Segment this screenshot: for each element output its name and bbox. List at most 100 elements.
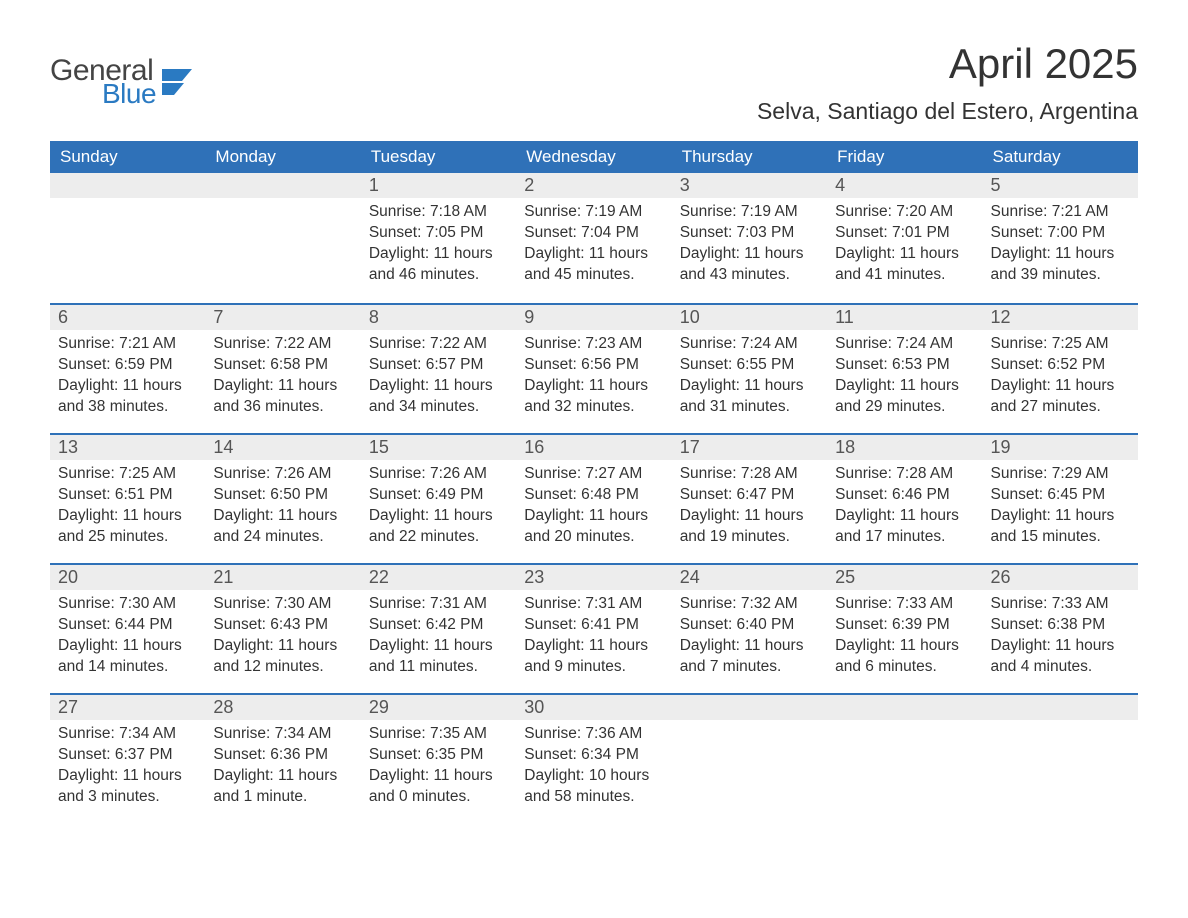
- calendar-cell: 24Sunrise: 7:32 AMSunset: 6:40 PMDayligh…: [672, 563, 827, 693]
- day-number: 25: [827, 563, 982, 590]
- calendar-cell: 10 Sunrise: 7:24 AMSunset: 6:55 PMDayligh…: [672, 303, 827, 433]
- calendar-cell: 21Sunrise: 7:30 AMSunset: 6:43 PMDayligh…: [205, 563, 360, 693]
- daylight-line-1: Daylight: 11 hours: [369, 506, 508, 527]
- sunrise-line: Sunrise: 7:32 AM: [680, 594, 819, 615]
- sunset-line: Sunset: 6:37 PM: [58, 745, 197, 766]
- sunrise-line: Sunrise: 7:31 AM: [369, 594, 508, 615]
- calendar-cell: 13Sunrise: 7:25 AMSunset: 6:51 PMDayligh…: [50, 433, 205, 563]
- page-header: General Blue April 2025 Selva, Santiago …: [50, 40, 1138, 135]
- daylight-line-1: Daylight: 11 hours: [524, 244, 663, 265]
- sunset-line: Sunset: 6:47 PM: [680, 485, 819, 506]
- daylight-line-2: and 27 minutes.: [991, 397, 1130, 418]
- calendar-cell: [983, 693, 1138, 823]
- calendar-cell: 4Sunrise: 7:20 AMSunset: 7:01 PMDaylight…: [827, 173, 982, 303]
- daylight-line-1: Daylight: 11 hours: [835, 506, 974, 527]
- calendar-cell: 25Sunrise: 7:33 AMSunset: 6:39 PMDayligh…: [827, 563, 982, 693]
- daylight-line-1: Daylight: 11 hours: [524, 376, 663, 397]
- sunset-line: Sunset: 6:43 PM: [213, 615, 352, 636]
- calendar-cell: 28Sunrise: 7:34 AMSunset: 6:36 PMDayligh…: [205, 693, 360, 823]
- daylight-line-1: Daylight: 11 hours: [58, 636, 197, 657]
- sunset-line: Sunset: 6:36 PM: [213, 745, 352, 766]
- sunrise-line: Sunrise: 7:33 AM: [991, 594, 1130, 615]
- sunset-line: Sunset: 6:35 PM: [369, 745, 508, 766]
- daylight-line-1: Daylight: 11 hours: [369, 376, 508, 397]
- daylight-line-2: and 24 minutes.: [213, 527, 352, 548]
- day-number: 7: [205, 303, 360, 330]
- daylight-line-2: and 39 minutes.: [991, 265, 1130, 286]
- day-number: 15: [361, 433, 516, 460]
- sunset-line: Sunset: 6:48 PM: [524, 485, 663, 506]
- weekday-header-row: Sunday Monday Tuesday Wednesday Thursday…: [50, 141, 1138, 173]
- daylight-line-2: and 1 minute.: [213, 787, 352, 808]
- daylight-line-1: Daylight: 11 hours: [58, 506, 197, 527]
- daylight-line-2: and 25 minutes.: [58, 527, 197, 548]
- sunrise-line: Sunrise: 7:29 AM: [991, 464, 1130, 485]
- calendar-cell: 22Sunrise: 7:31 AMSunset: 6:42 PMDayligh…: [361, 563, 516, 693]
- day-details: Sunrise: 7:22 AMSunset: 6:58 PMDaylight:…: [205, 330, 360, 426]
- calendar-cell: 5Sunrise: 7:21 AMSunset: 7:00 PMDaylight…: [983, 173, 1138, 303]
- daylight-line-1: Daylight: 11 hours: [524, 506, 663, 527]
- sunrise-line: Sunrise: 7:21 AM: [58, 334, 197, 355]
- daylight-line-1: Daylight: 11 hours: [835, 376, 974, 397]
- day-details: [205, 198, 360, 210]
- sunrise-line: Sunrise: 7:30 AM: [58, 594, 197, 615]
- day-details: [827, 720, 982, 732]
- daylight-line-1: Daylight: 11 hours: [991, 636, 1130, 657]
- calendar-cell: 8Sunrise: 7:22 AMSunset: 6:57 PMDaylight…: [361, 303, 516, 433]
- day-details: Sunrise: 7:33 AMSunset: 6:39 PMDaylight:…: [827, 590, 982, 686]
- day-details: [672, 720, 827, 732]
- day-number: 10: [672, 303, 827, 330]
- daylight-line-2: and 34 minutes.: [369, 397, 508, 418]
- day-details: Sunrise: 7:25 AMSunset: 6:52 PMDaylight:…: [983, 330, 1138, 426]
- daylight-line-2: and 31 minutes.: [680, 397, 819, 418]
- day-details: Sunrise: 7:23 AMSunset: 6:56 PMDaylight:…: [516, 330, 671, 426]
- day-details: Sunrise: 7:24 AMSunset: 6:53 PMDaylight:…: [827, 330, 982, 426]
- sunset-line: Sunset: 6:55 PM: [680, 355, 819, 376]
- calendar-cell: [672, 693, 827, 823]
- daylight-line-1: Daylight: 10 hours: [524, 766, 663, 787]
- daylight-line-1: Daylight: 11 hours: [991, 244, 1130, 265]
- daylight-line-1: Daylight: 11 hours: [213, 766, 352, 787]
- daylight-line-2: and 4 minutes.: [991, 657, 1130, 678]
- daylight-line-2: and 15 minutes.: [991, 527, 1130, 548]
- daylight-line-1: Daylight: 11 hours: [369, 244, 508, 265]
- daylight-line-2: and 3 minutes.: [58, 787, 197, 808]
- daylight-line-2: and 36 minutes.: [213, 397, 352, 418]
- daylight-line-1: Daylight: 11 hours: [991, 376, 1130, 397]
- sunset-line: Sunset: 6:56 PM: [524, 355, 663, 376]
- sunset-line: Sunset: 6:57 PM: [369, 355, 508, 376]
- day-details: Sunrise: 7:36 AMSunset: 6:34 PMDaylight:…: [516, 720, 671, 816]
- day-number: 9: [516, 303, 671, 330]
- calendar-row: 13Sunrise: 7:25 AMSunset: 6:51 PMDayligh…: [50, 433, 1138, 563]
- day-number: 14: [205, 433, 360, 460]
- day-number: 19: [983, 433, 1138, 460]
- day-details: Sunrise: 7:28 AMSunset: 6:47 PMDaylight:…: [672, 460, 827, 556]
- sunrise-line: Sunrise: 7:28 AM: [680, 464, 819, 485]
- sunset-line: Sunset: 6:34 PM: [524, 745, 663, 766]
- day-number: 30: [516, 693, 671, 720]
- sunset-line: Sunset: 6:58 PM: [213, 355, 352, 376]
- day-number: 22: [361, 563, 516, 590]
- weekday-header: Thursday: [672, 141, 827, 173]
- day-number: 17: [672, 433, 827, 460]
- sunset-line: Sunset: 6:38 PM: [991, 615, 1130, 636]
- day-details: Sunrise: 7:31 AMSunset: 6:41 PMDaylight:…: [516, 590, 671, 686]
- calendar-cell: 6Sunrise: 7:21 AMSunset: 6:59 PMDaylight…: [50, 303, 205, 433]
- sunset-line: Sunset: 7:00 PM: [991, 223, 1130, 244]
- sunset-line: Sunset: 6:46 PM: [835, 485, 974, 506]
- day-details: [50, 198, 205, 210]
- weekday-header: Tuesday: [361, 141, 516, 173]
- daylight-line-1: Daylight: 11 hours: [680, 376, 819, 397]
- sunrise-line: Sunrise: 7:30 AM: [213, 594, 352, 615]
- calendar-row: 27Sunrise: 7:34 AMSunset: 6:37 PMDayligh…: [50, 693, 1138, 823]
- day-number: 18: [827, 433, 982, 460]
- day-number: 6: [50, 303, 205, 330]
- day-number: 8: [361, 303, 516, 330]
- daylight-line-2: and 29 minutes.: [835, 397, 974, 418]
- daylight-line-2: and 17 minutes.: [835, 527, 974, 548]
- daylight-line-2: and 12 minutes.: [213, 657, 352, 678]
- sunrise-line: Sunrise: 7:24 AM: [680, 334, 819, 355]
- day-details: Sunrise: 7:30 AMSunset: 6:43 PMDaylight:…: [205, 590, 360, 686]
- calendar-row: 20Sunrise: 7:30 AMSunset: 6:44 PMDayligh…: [50, 563, 1138, 693]
- day-details: Sunrise: 7:28 AMSunset: 6:46 PMDaylight:…: [827, 460, 982, 556]
